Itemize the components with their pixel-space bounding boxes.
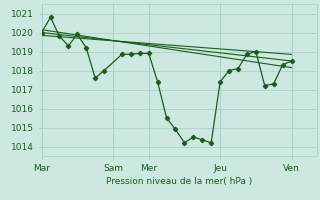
X-axis label: Pression niveau de la mer( hPa ): Pression niveau de la mer( hPa )	[106, 177, 252, 186]
